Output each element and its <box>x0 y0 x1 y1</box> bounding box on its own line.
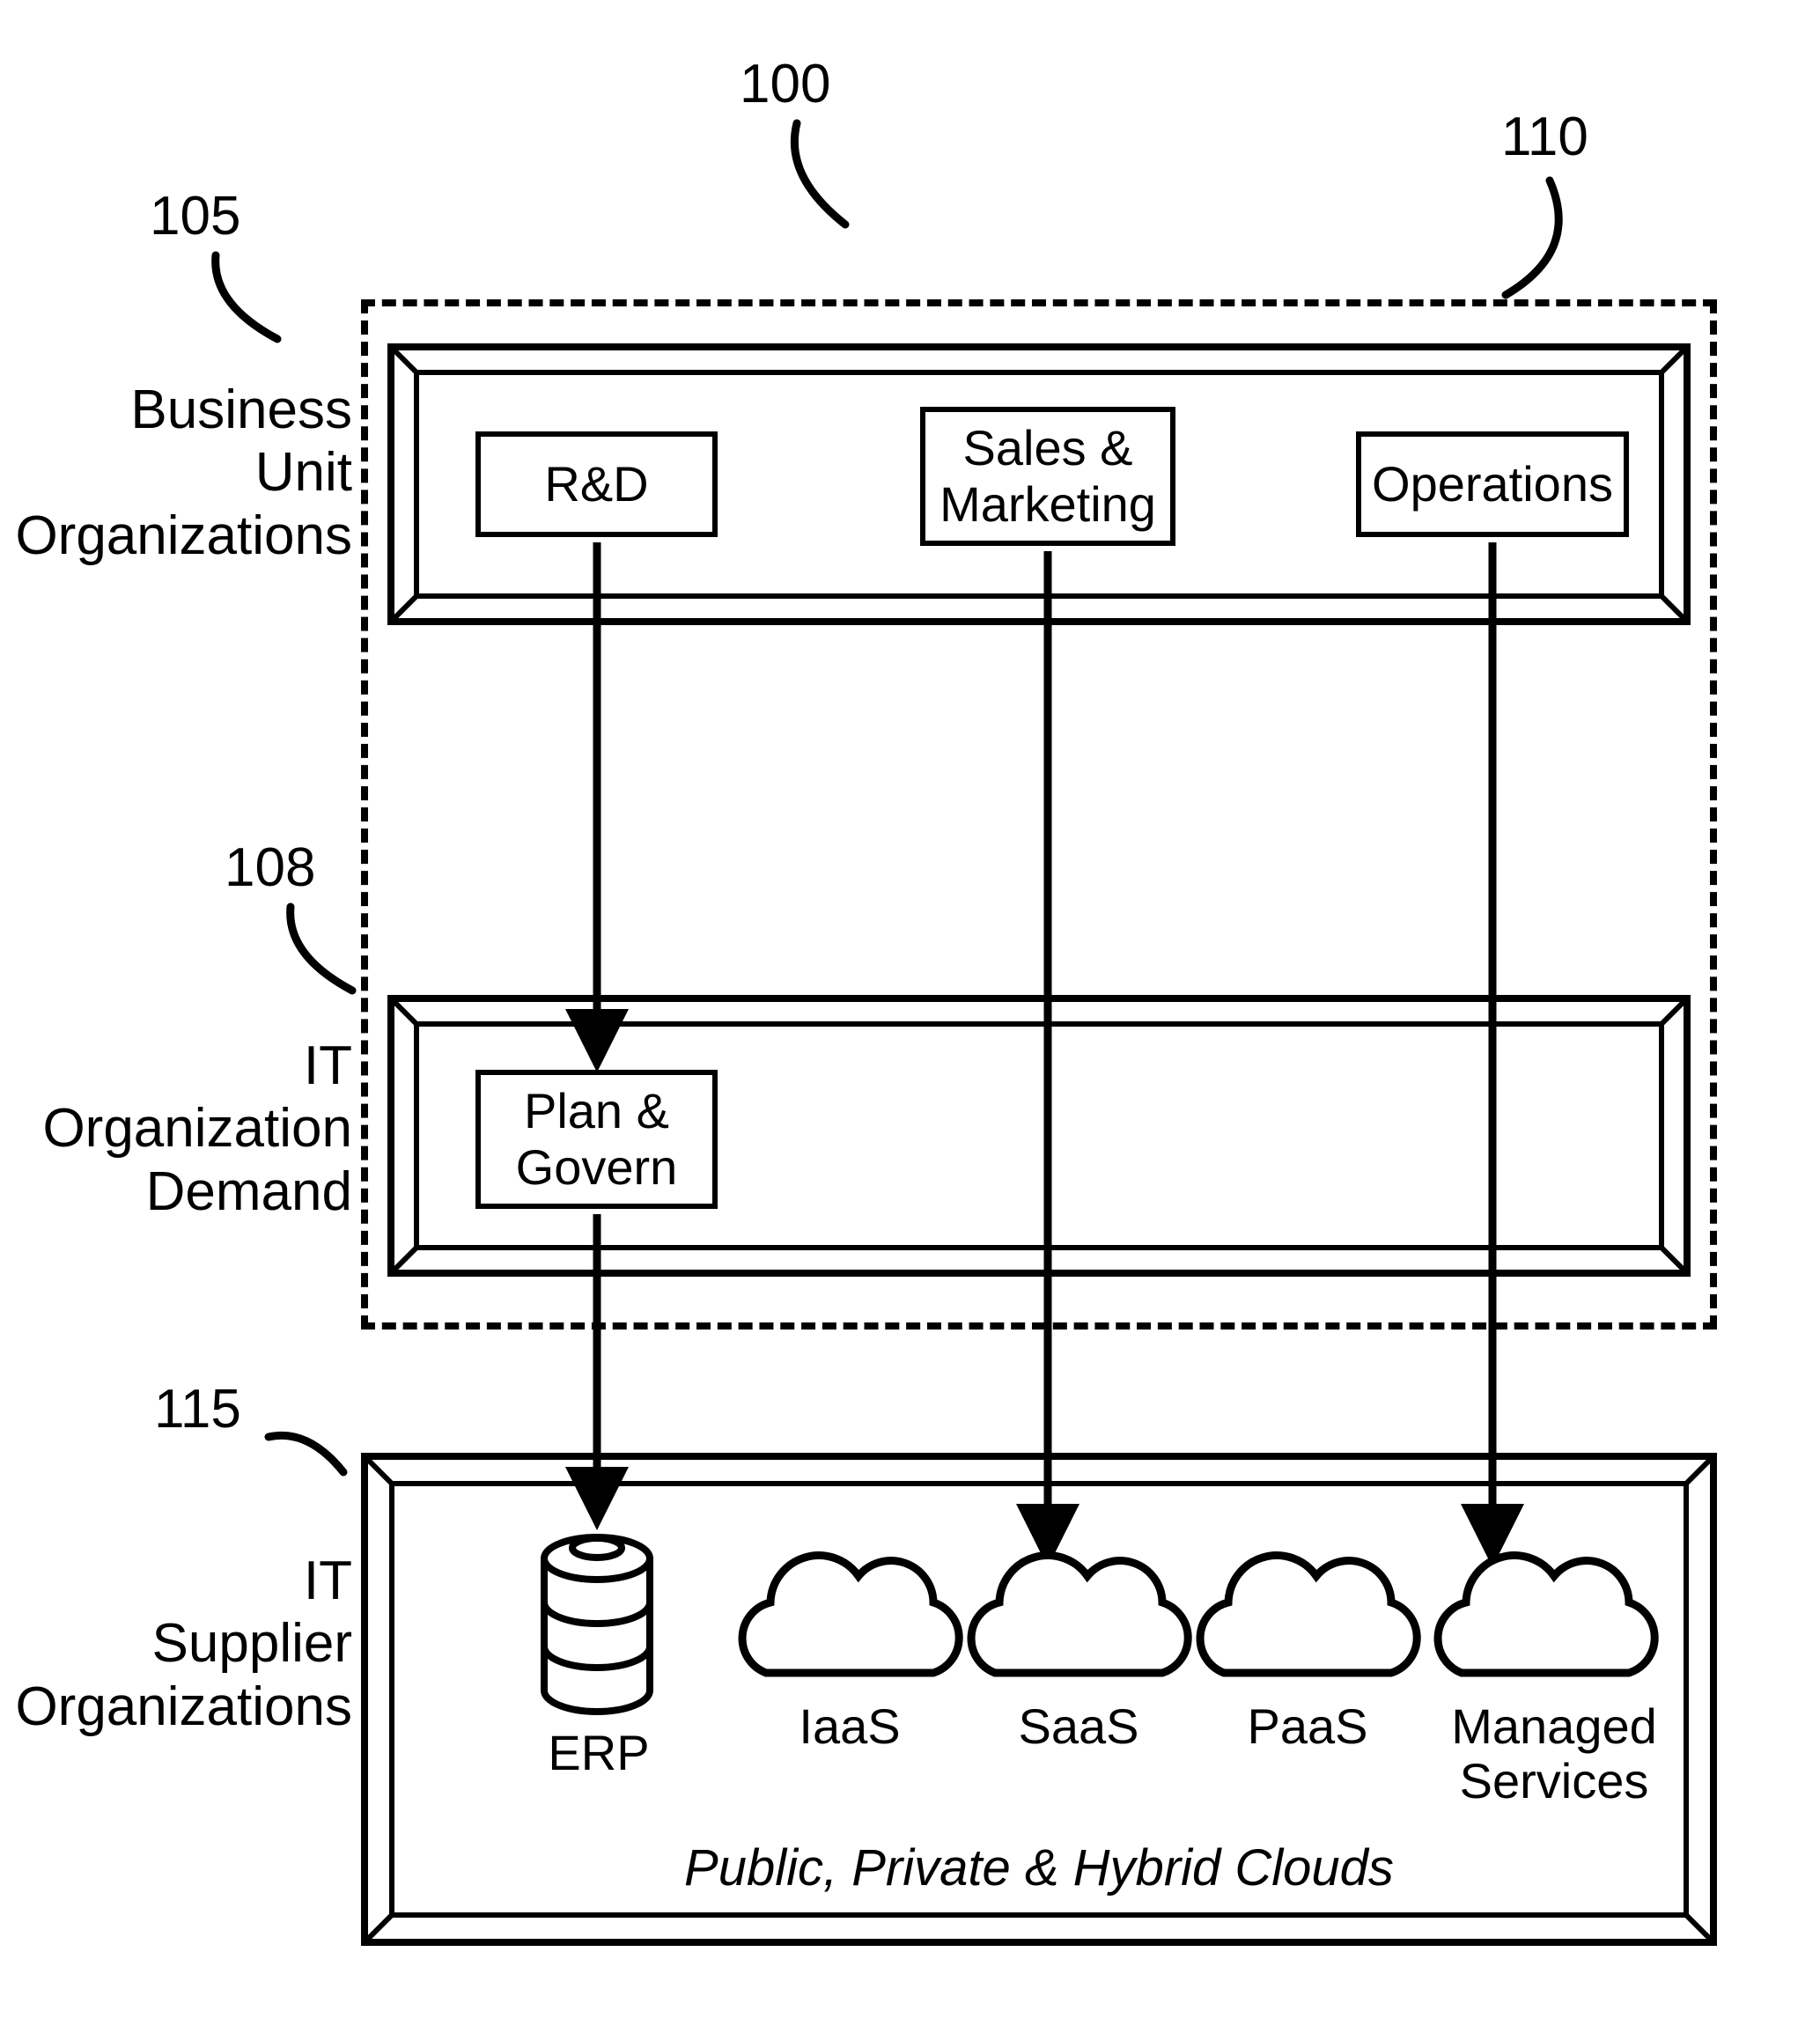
rd-box: R&D <box>475 431 718 537</box>
plan-govern-box: Plan & Govern <box>475 1070 718 1209</box>
ref-110: 110 <box>1501 106 1588 168</box>
ref-108: 108 <box>225 836 315 899</box>
paas-label: PaaS <box>1215 1699 1400 1754</box>
sales-label: Sales & Marketing <box>939 420 1156 534</box>
ref-115: 115 <box>154 1378 241 1440</box>
ref-100: 100 <box>740 53 830 115</box>
ops-label: Operations <box>1372 456 1613 512</box>
ref-105: 105 <box>150 185 240 247</box>
plan-govern-label: Plan & Govern <box>516 1083 678 1197</box>
ops-box: Operations <box>1356 431 1629 537</box>
sales-box: Sales & Marketing <box>920 407 1175 546</box>
managed-label: Managed Services <box>1440 1699 1669 1808</box>
side-label-business: Business Unit Organizations <box>0 379 352 567</box>
tier3-subtitle: Public, Private & Hybrid Clouds <box>361 1840 1717 1897</box>
saas-label: SaaS <box>986 1699 1171 1754</box>
rd-label: R&D <box>544 456 648 512</box>
side-label-it-org: IT Organization Demand <box>0 1035 352 1223</box>
side-label-supplier: IT Supplier Organizations <box>0 1550 352 1738</box>
erp-label: ERP <box>528 1726 669 1780</box>
iaas-label: IaaS <box>757 1699 942 1754</box>
diagram-canvas: 100 105 108 110 115 R&D Sales & Marketin… <box>0 0 1820 2033</box>
